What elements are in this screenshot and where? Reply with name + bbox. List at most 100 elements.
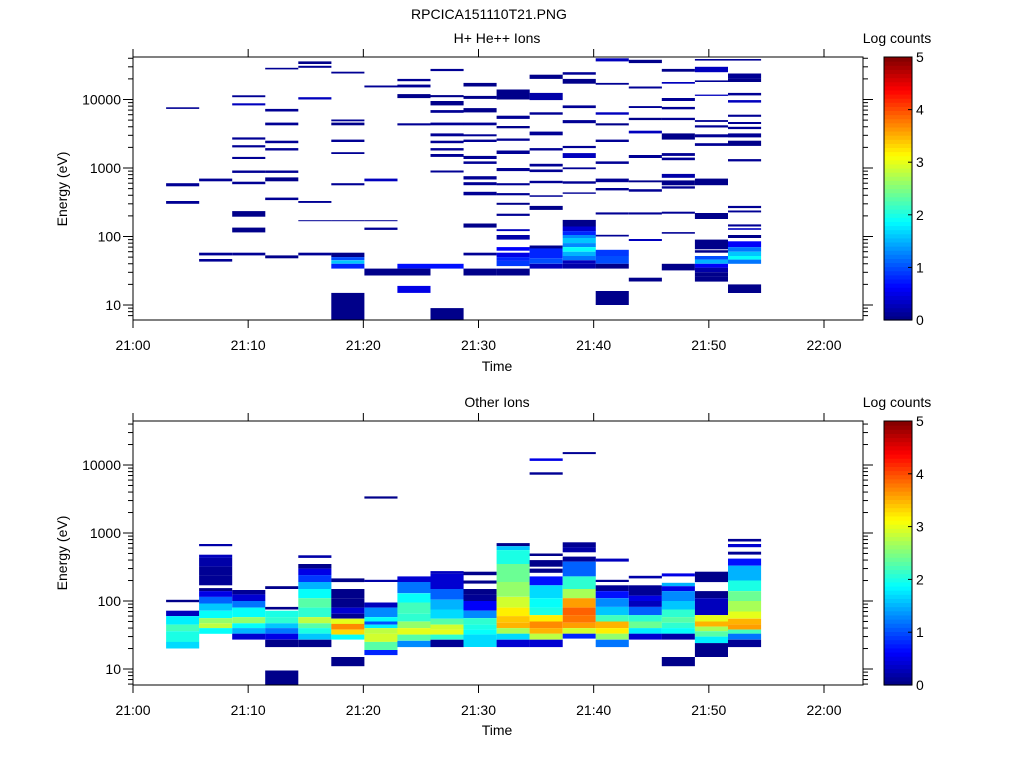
- heatmap-cell: [562, 235, 596, 238]
- heatmap-cell: [298, 61, 332, 64]
- heatmap-cell: [463, 223, 497, 228]
- colorbar-swatch: [884, 660, 912, 665]
- heatmap-cell: [728, 624, 762, 630]
- heatmap-cell: [595, 633, 629, 640]
- heatmap-cell: [728, 73, 762, 79]
- heatmap-cell: [298, 564, 332, 569]
- heatmap-cell: [595, 606, 629, 616]
- heatmap-cell: [331, 119, 365, 122]
- colorbar-swatch: [884, 462, 912, 467]
- heatmap-cell: [463, 155, 497, 159]
- heatmap-cell: [463, 594, 497, 601]
- heatmap-cell: [529, 258, 563, 264]
- heatmap-cell: [562, 622, 596, 629]
- heatmap-cell: [628, 189, 662, 192]
- heatmap-cell: [595, 628, 629, 634]
- heatmap-cell: [199, 557, 233, 567]
- heatmap-cell: [728, 235, 762, 238]
- heatmap-cell: [529, 598, 563, 608]
- heatmap-cell: [397, 285, 431, 293]
- colorbar-tick-label: 2: [916, 207, 924, 223]
- colorbar-swatch: [884, 246, 912, 251]
- colorbar-swatch: [884, 614, 912, 620]
- heatmap-cell: [463, 610, 497, 619]
- heatmap-cell: [463, 634, 497, 647]
- heatmap-cell: [463, 161, 497, 164]
- y-axis-label: Energy (eV): [54, 152, 70, 227]
- heatmap-cell: [694, 94, 728, 96]
- heatmap-cell: [628, 606, 662, 616]
- heatmap-cell: [728, 159, 762, 162]
- heatmap-cell: [265, 586, 299, 589]
- heatmap-cell: [463, 252, 497, 256]
- colorbar-swatch: [884, 577, 912, 583]
- heatmap-cell: [364, 268, 398, 276]
- heatmap-cell: [364, 220, 398, 222]
- heatmap-cell: [166, 616, 200, 625]
- x-axis-label: Time: [482, 722, 513, 738]
- heatmap-cell: [661, 591, 695, 601]
- colorbar-tick-label: 5: [916, 49, 924, 65]
- heatmap-cell: [562, 145, 596, 149]
- heatmap-cell: [331, 618, 365, 624]
- heatmap-cell: [199, 252, 233, 256]
- heatmap-cell: [728, 224, 762, 227]
- colorbar-swatch: [884, 458, 912, 463]
- heatmap-cell: [430, 308, 464, 320]
- colorbar-label: Log counts: [863, 394, 932, 410]
- colorbar-swatch: [884, 65, 912, 70]
- panel-title: H+ He++ Ions: [454, 30, 541, 46]
- heatmap-cell: [529, 568, 563, 573]
- heatmap-cell: [529, 621, 563, 629]
- heatmap-cell: [496, 616, 530, 623]
- heatmap-cell: [694, 621, 728, 627]
- heatmap-cell: [728, 59, 762, 61]
- y-axis: 10 100 1000 10000: [82, 57, 873, 317]
- heatmap-cell: [232, 633, 266, 640]
- heatmap-cell: [661, 98, 695, 101]
- heatmap-cell: [397, 94, 431, 99]
- heatmap-cell: [529, 248, 563, 259]
- heatmap-cell: [694, 267, 728, 273]
- heatmap-cell: [331, 629, 365, 635]
- colorbar-swatch: [884, 470, 912, 476]
- heatmap-cell: [661, 657, 695, 667]
- colorbar-swatch: [884, 139, 912, 144]
- heatmap-cell: [364, 496, 398, 499]
- heatmap-cell: [628, 155, 662, 158]
- heatmap-cell: [661, 633, 695, 640]
- heatmap-cell: [397, 263, 431, 269]
- colorbar-frame: [883, 420, 913, 686]
- heatmap-cell: [694, 591, 728, 599]
- heatmap-cell: [463, 268, 497, 276]
- heatmap-cell: [496, 564, 530, 582]
- heatmap-cell: [728, 122, 762, 124]
- heatmap-cell: [199, 259, 233, 262]
- heatmap-cell: [694, 143, 728, 146]
- heatmap-cell: [364, 579, 398, 582]
- colorbar-swatch: [884, 598, 912, 604]
- heatmap-cell: [265, 670, 299, 685]
- heatmap-cell: [298, 607, 332, 618]
- heatmap-cell: [397, 268, 431, 276]
- heatmap-cell: [232, 601, 266, 608]
- colorbar-swatch: [884, 118, 912, 124]
- heatmap-cell: [628, 180, 662, 183]
- heatmap-cell: [430, 573, 464, 589]
- heatmap-cell: [232, 170, 266, 173]
- heatmap-cell: [595, 188, 629, 191]
- colorbar-swatch: [884, 229, 912, 235]
- heatmap-cell: [496, 115, 530, 119]
- heatmap-cell: [364, 641, 398, 650]
- heatmap-cell: [331, 257, 365, 261]
- heatmap-cell: [661, 173, 695, 178]
- heatmap-cell: [661, 180, 695, 186]
- heatmap-cell: [265, 122, 299, 126]
- heatmap-cell: [728, 639, 762, 648]
- heatmap-cell: [529, 92, 563, 101]
- heatmap-cell: [397, 621, 431, 629]
- heatmap-cell: [694, 256, 728, 260]
- heatmap-cell: [364, 633, 398, 642]
- heatmap-cell: [298, 555, 332, 558]
- heatmap-cell: [562, 72, 596, 75]
